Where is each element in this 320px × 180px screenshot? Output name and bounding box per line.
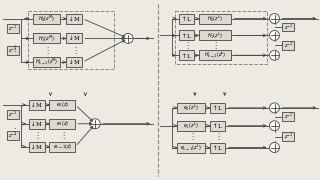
- Bar: [283, 132, 294, 141]
- Text: $\vdots$: $\vdots$: [183, 40, 190, 51]
- Bar: [7, 110, 19, 119]
- Bar: [210, 143, 225, 152]
- Bar: [199, 14, 231, 24]
- Bar: [50, 142, 76, 152]
- Text: $\downarrow$M: $\downarrow$M: [29, 120, 44, 128]
- Text: $z^{-1}$: $z^{-1}$: [8, 24, 17, 33]
- Bar: [177, 121, 205, 131]
- Text: $z^{-1}$: $z^{-1}$: [284, 41, 293, 50]
- Text: $\uparrow$L: $\uparrow$L: [211, 103, 223, 112]
- Text: $\uparrow$L: $\uparrow$L: [180, 31, 193, 40]
- Circle shape: [269, 103, 279, 113]
- Text: $\vdots$: $\vdots$: [10, 43, 17, 54]
- Text: $z^{-1}$: $z^{-1}$: [8, 110, 17, 119]
- Bar: [179, 50, 194, 60]
- Text: $H_0(z^M)$: $H_0(z^M)$: [38, 13, 55, 24]
- Text: $\uparrow$L: $\uparrow$L: [211, 121, 223, 130]
- Text: $\uparrow$L: $\uparrow$L: [211, 143, 223, 152]
- Bar: [50, 119, 76, 129]
- Bar: [283, 112, 294, 121]
- Text: $e_{k-1}(z^L)$: $e_{k-1}(z^L)$: [180, 142, 202, 153]
- Text: $z^{-1}$: $z^{-1}$: [284, 22, 293, 32]
- Bar: [67, 14, 82, 24]
- Text: $H_0(z^L)$: $H_0(z^L)$: [207, 13, 223, 24]
- Bar: [177, 103, 205, 113]
- Circle shape: [269, 143, 279, 152]
- Text: $\downarrow$M: $\downarrow$M: [67, 15, 82, 22]
- Bar: [33, 14, 60, 24]
- Text: $e_0(z)$: $e_0(z)$: [56, 100, 69, 109]
- Bar: [283, 41, 294, 50]
- Text: $H_1(z^L)$: $H_1(z^L)$: [207, 30, 223, 40]
- Text: $z^{-1}$: $z^{-1}$: [284, 112, 293, 122]
- Bar: [177, 143, 205, 152]
- Circle shape: [269, 14, 279, 24]
- Text: $H_1(z^M)$: $H_1(z^M)$: [38, 33, 55, 44]
- Bar: [210, 103, 225, 113]
- Text: $\vdots$: $\vdots$: [188, 131, 194, 142]
- Text: $\uparrow$L: $\uparrow$L: [180, 51, 193, 60]
- Circle shape: [269, 30, 279, 40]
- Bar: [33, 33, 60, 43]
- Bar: [28, 119, 44, 129]
- Text: $e_1(z^L)$: $e_1(z^L)$: [183, 121, 199, 131]
- Circle shape: [123, 33, 133, 43]
- Bar: [28, 100, 44, 110]
- Text: $H_{k-1}(z^L)$: $H_{k-1}(z^L)$: [204, 50, 226, 60]
- Bar: [179, 30, 194, 40]
- Bar: [28, 11, 114, 69]
- Text: $\uparrow$L: $\uparrow$L: [180, 14, 193, 23]
- Text: $\downarrow$M: $\downarrow$M: [67, 34, 82, 42]
- Text: $z^{-1}$: $z^{-1}$: [8, 46, 17, 55]
- Text: $H_{k-1}(z^M)$: $H_{k-1}(z^M)$: [35, 57, 58, 67]
- Bar: [33, 57, 60, 67]
- Text: $e_0(z^L)$: $e_0(z^L)$: [183, 103, 199, 113]
- Text: $\vdots$: $\vdots$: [214, 131, 220, 142]
- Text: $\vdots$: $\vdots$: [212, 40, 218, 51]
- Text: $\downarrow$M: $\downarrow$M: [67, 58, 82, 66]
- Text: $\vdots$: $\vdots$: [71, 45, 78, 56]
- Bar: [199, 30, 231, 40]
- Circle shape: [269, 121, 279, 131]
- Text: $e_1(z)$: $e_1(z)$: [56, 119, 69, 128]
- Text: $\vdots$: $\vdots$: [33, 130, 40, 141]
- Bar: [199, 50, 231, 60]
- Circle shape: [90, 119, 100, 129]
- Bar: [28, 142, 44, 152]
- Bar: [50, 100, 76, 110]
- Text: $\downarrow$M: $\downarrow$M: [29, 101, 44, 109]
- Bar: [67, 33, 82, 43]
- Bar: [7, 46, 19, 55]
- Bar: [283, 22, 294, 32]
- Text: $z^{-1}$: $z^{-1}$: [8, 130, 17, 140]
- Bar: [179, 14, 194, 24]
- Bar: [210, 121, 225, 131]
- Bar: [7, 24, 19, 33]
- Bar: [175, 11, 267, 64]
- Bar: [67, 57, 82, 67]
- Bar: [7, 131, 19, 140]
- Text: $e_{k-1}(z)$: $e_{k-1}(z)$: [53, 142, 72, 151]
- Text: $\vdots$: $\vdots$: [10, 126, 17, 137]
- Circle shape: [269, 50, 279, 60]
- Text: $\downarrow$M: $\downarrow$M: [29, 143, 44, 151]
- Text: $z^{-1}$: $z^{-1}$: [284, 132, 293, 141]
- Text: $\vdots$: $\vdots$: [59, 130, 66, 141]
- Text: $\vdots$: $\vdots$: [43, 45, 50, 56]
